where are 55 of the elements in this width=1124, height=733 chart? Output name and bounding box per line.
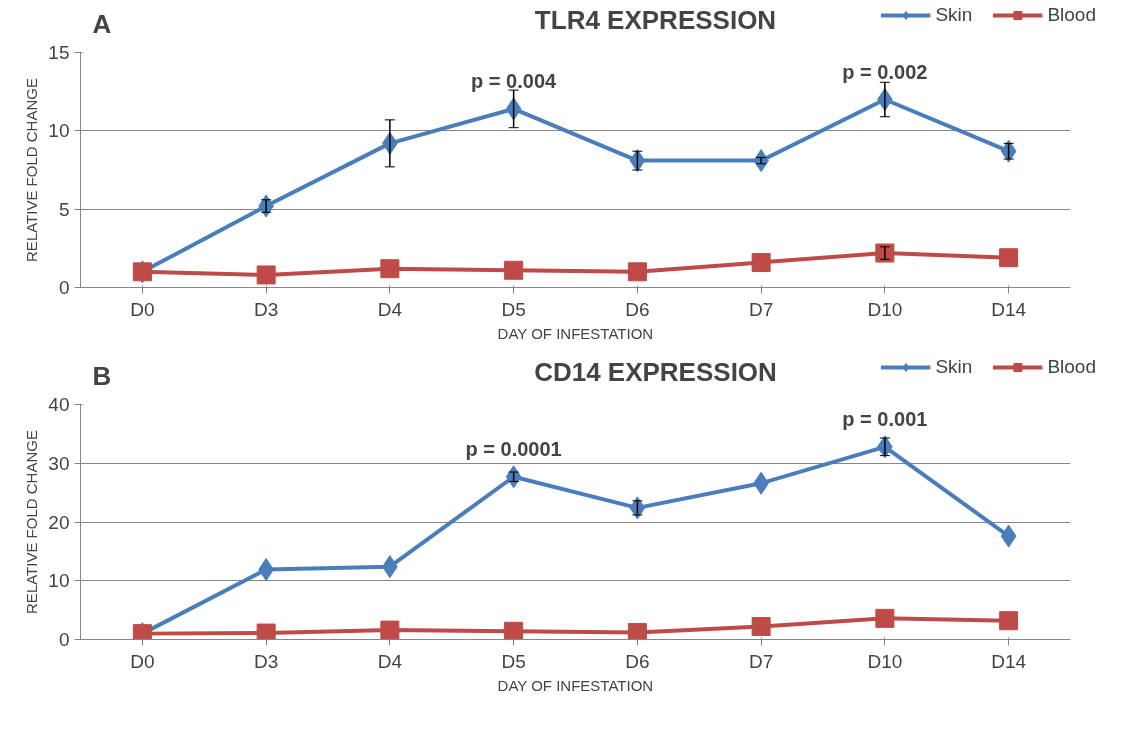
annotation: p = 0.0001 [465,437,562,460]
x-tick-label: D7 [748,650,774,672]
y-tick-label: 0 [58,629,70,650]
x-tick-label: D6 [625,650,650,672]
annotation: p = 0.001 [842,407,928,430]
x-tick-label: D6 [625,298,650,320]
x-tick-label: D4 [377,298,403,320]
chart-title: TLR4 EXPRESSION [534,4,777,35]
point [751,252,771,272]
point [875,608,895,628]
x-tick-label: D5 [501,298,526,320]
point [380,259,400,279]
y-tick-label: 10 [48,570,70,592]
point [999,611,1019,631]
y-tick-label: 20 [48,511,70,533]
y-tick-label: 10 [48,120,70,142]
point [504,621,524,640]
x-tick-label: D0 [130,650,155,672]
x-axis-title: DAY OF INFESTATION [497,324,654,342]
annotation: p = 0.002 [842,60,928,83]
x-tick-label: D14 [991,298,1027,320]
x-tick-label: D5 [501,650,526,672]
x-tick-label: D7 [748,298,774,320]
point [380,620,400,640]
legend-label: Blood [1047,356,1096,378]
x-tick-label: D0 [130,298,155,320]
legend-label: Skin [935,356,973,378]
y-tick-label: 40 [48,394,70,415]
y-tick-label: 0 [58,277,70,298]
text: A [92,8,112,39]
x-tick-label: D3 [253,650,279,672]
y-tick-label: 5 [58,198,70,220]
x-axis-title: DAY OF INFESTATION [497,676,654,694]
point [504,260,524,280]
y-axis-title: RELATIVE FOLD CHANGE [23,430,41,614]
y-tick-label: 15 [48,42,70,63]
point [256,623,276,640]
point [627,262,647,282]
point [999,248,1019,268]
x-tick-label: D10 [867,650,903,672]
point [751,617,771,637]
x-tick-label: D14 [991,650,1027,672]
point [1000,524,1017,548]
x-tick-label: D3 [253,298,279,320]
y-axis-title: RELATIVE FOLD CHANGE [23,78,41,262]
point [627,622,647,640]
chart-title: CD14 EXPRESSION [534,356,777,387]
x-tick-label: D10 [867,298,903,320]
annotation: p = 0.004 [471,69,558,92]
legend-label: Blood [1047,4,1096,26]
point [256,265,276,285]
x-tick-label: D4 [377,650,403,672]
text: B [92,360,112,391]
legend-label: Skin [935,4,973,26]
y-tick-label: 30 [48,452,70,474]
